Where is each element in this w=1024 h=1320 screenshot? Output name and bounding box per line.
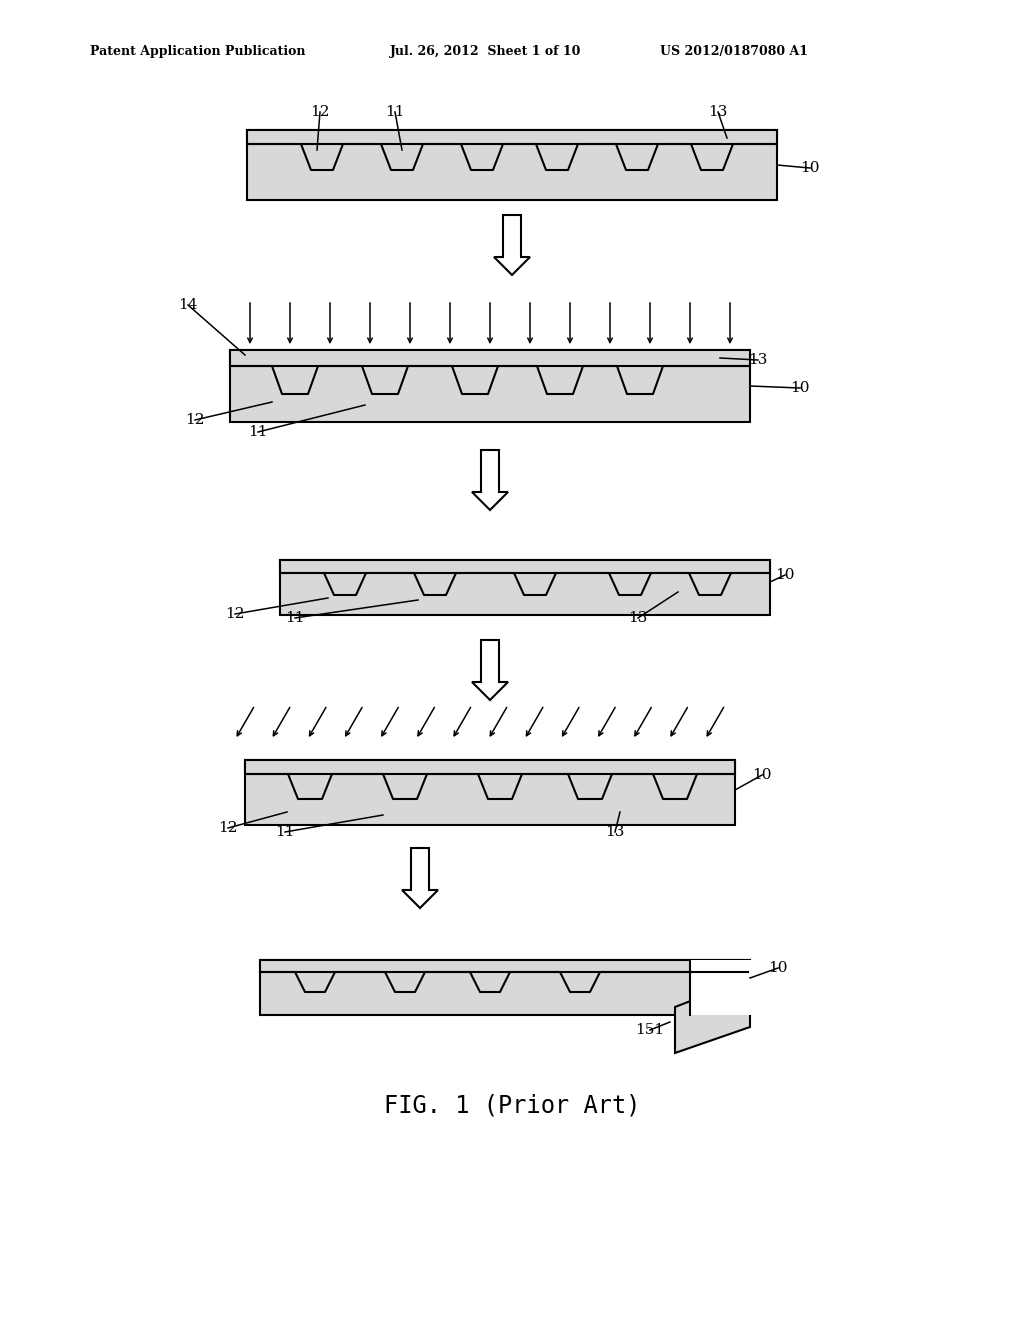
Polygon shape xyxy=(472,640,508,700)
Bar xyxy=(690,960,760,972)
Text: US 2012/0187080 A1: US 2012/0187080 A1 xyxy=(660,45,808,58)
Polygon shape xyxy=(494,215,530,275)
Text: 13: 13 xyxy=(629,611,648,624)
Text: 151: 151 xyxy=(636,1023,665,1038)
Text: 11: 11 xyxy=(275,825,295,840)
Text: 10: 10 xyxy=(753,768,772,781)
Bar xyxy=(260,960,750,972)
Bar xyxy=(245,760,735,774)
Text: 12: 12 xyxy=(185,413,205,426)
Text: 10: 10 xyxy=(791,381,810,395)
Text: 13: 13 xyxy=(605,825,625,840)
Text: 10: 10 xyxy=(775,568,795,582)
Text: 11: 11 xyxy=(286,611,305,624)
Bar xyxy=(230,350,750,366)
Text: FIG. 1 (Prior Art): FIG. 1 (Prior Art) xyxy=(384,1093,640,1117)
Bar xyxy=(280,560,770,615)
Text: Patent Application Publication: Patent Application Publication xyxy=(90,45,305,58)
Polygon shape xyxy=(402,847,438,908)
Text: 13: 13 xyxy=(749,352,768,367)
Text: 10: 10 xyxy=(768,961,787,975)
Text: 11: 11 xyxy=(248,425,267,440)
Polygon shape xyxy=(472,450,508,510)
Text: 10: 10 xyxy=(800,161,820,176)
Text: Jul. 26, 2012  Sheet 1 of 10: Jul. 26, 2012 Sheet 1 of 10 xyxy=(390,45,582,58)
Bar xyxy=(247,129,777,144)
Text: 13: 13 xyxy=(709,106,728,119)
Text: 12: 12 xyxy=(225,607,245,620)
Bar xyxy=(245,760,735,825)
Text: 11: 11 xyxy=(385,106,404,119)
Bar xyxy=(247,129,777,201)
Text: 12: 12 xyxy=(218,821,238,836)
Bar xyxy=(690,960,760,1015)
Bar xyxy=(280,560,770,573)
Bar xyxy=(260,960,750,1015)
Text: 12: 12 xyxy=(310,106,330,119)
Text: 14: 14 xyxy=(178,298,198,312)
Bar xyxy=(230,350,750,422)
Polygon shape xyxy=(675,978,750,1053)
